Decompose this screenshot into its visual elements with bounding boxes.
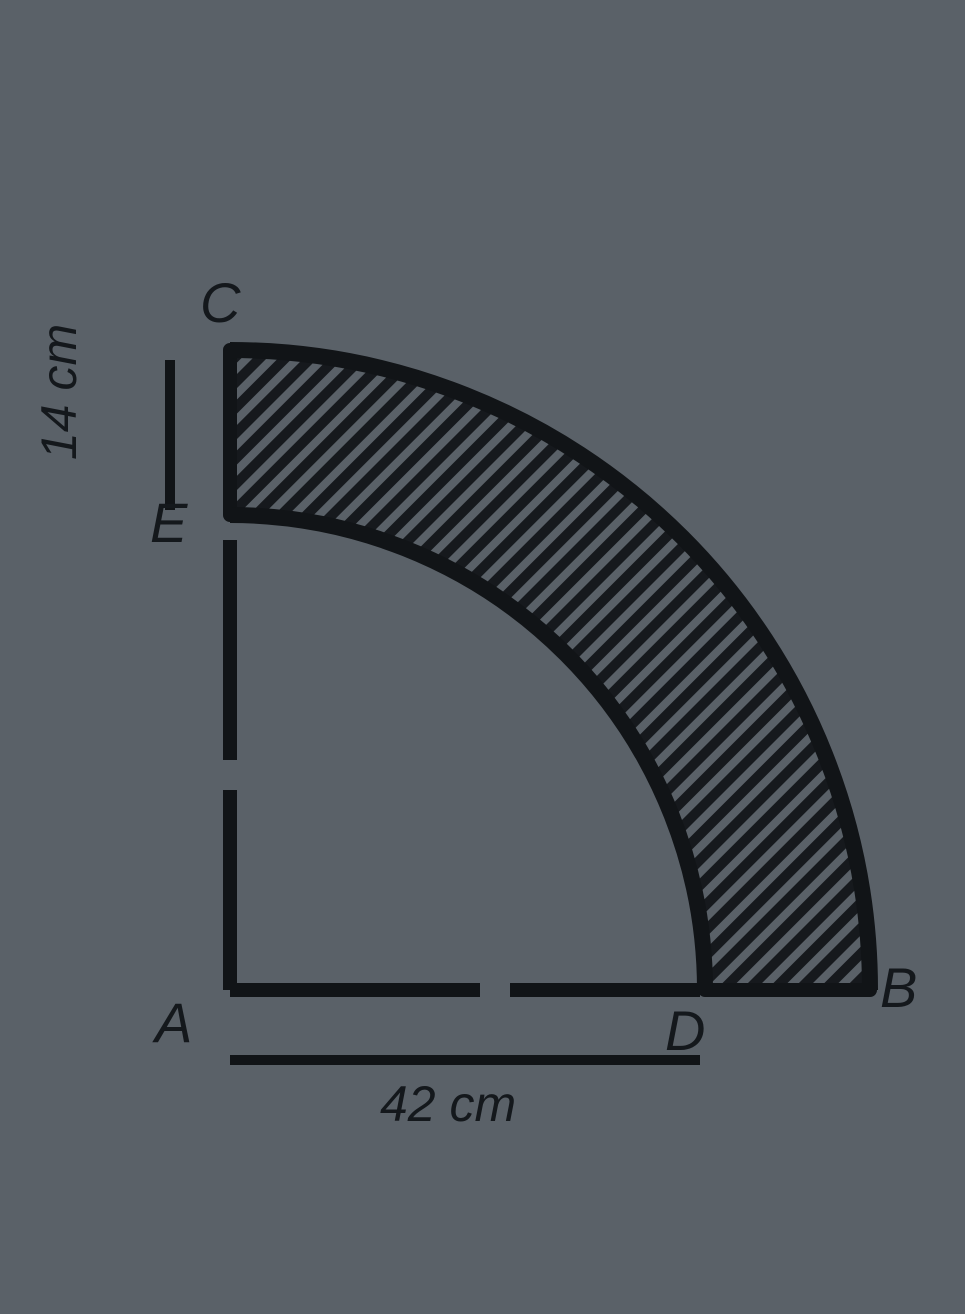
dim-text-ce: 14 cm — [30, 324, 88, 460]
label-d: D — [665, 998, 705, 1063]
shaded-annulus — [230, 350, 870, 990]
label-c: C — [200, 270, 240, 335]
label-e: E — [150, 490, 187, 555]
label-b: B — [880, 955, 917, 1020]
dim-text-ad: 42 cm — [380, 1075, 516, 1133]
label-a: A — [155, 990, 192, 1055]
diagram-page: C E A D B 14 cm 42 cm — [0, 0, 965, 1314]
